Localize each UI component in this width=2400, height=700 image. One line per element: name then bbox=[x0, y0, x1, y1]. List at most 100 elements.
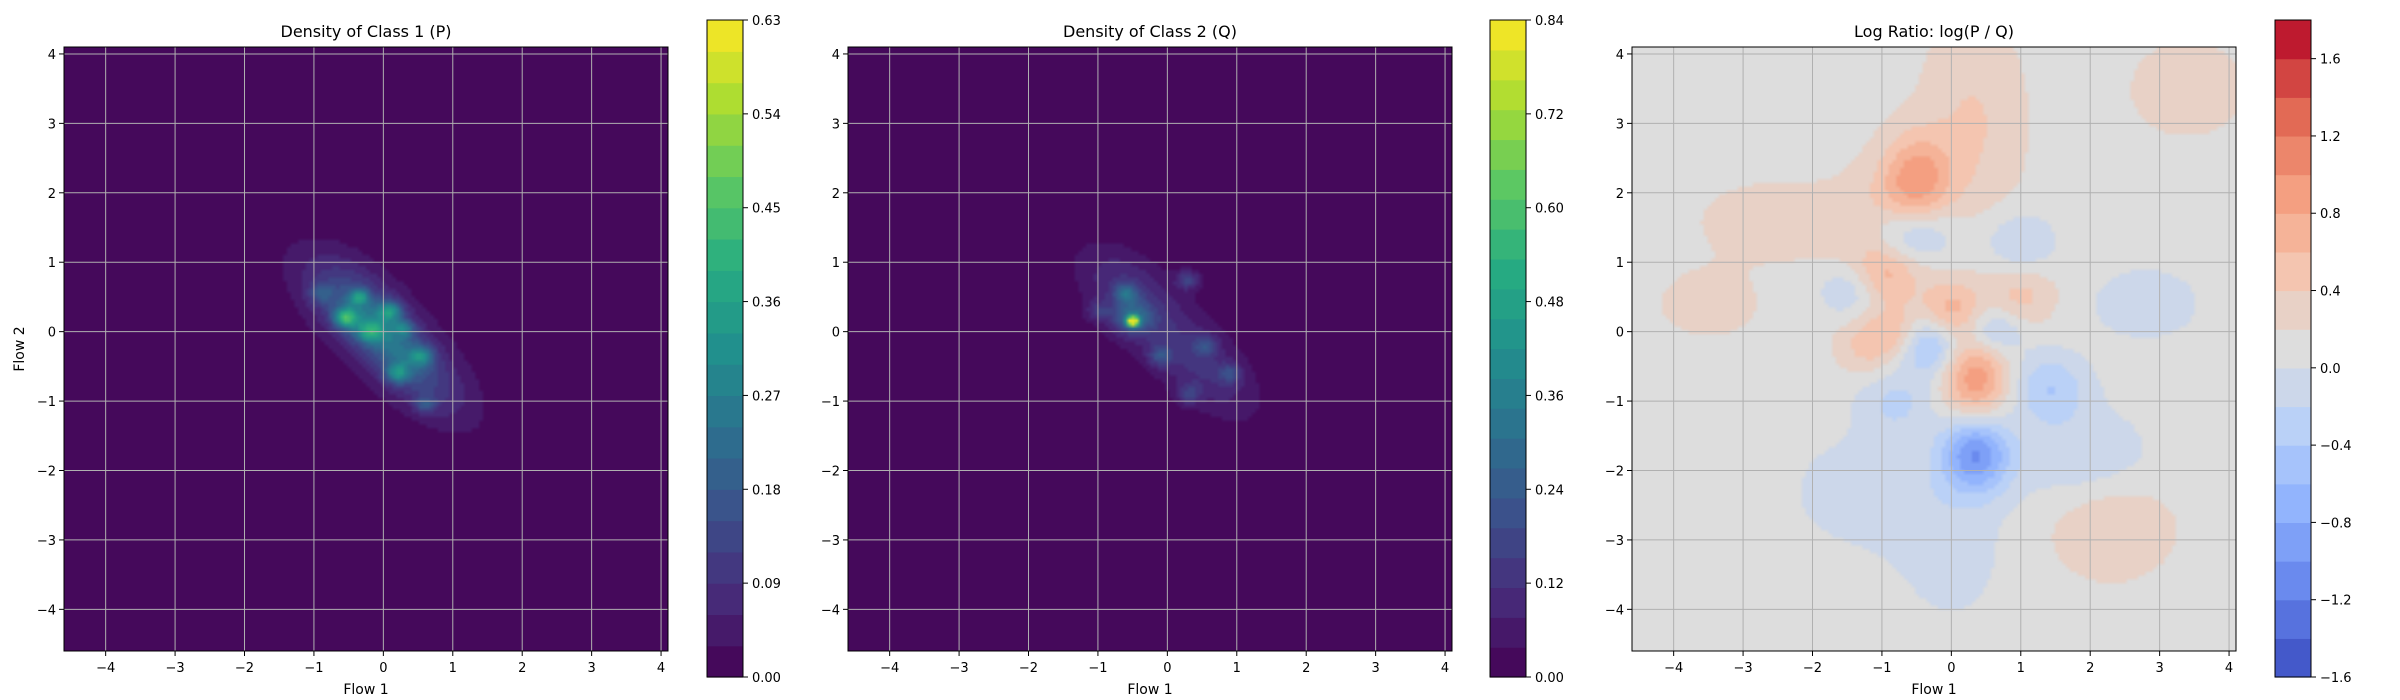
colorbar-level bbox=[2275, 58, 2311, 98]
axes-frame bbox=[1631, 46, 2237, 652]
colorbar: −1.6 −1.2 −0.8 −0.4 0.0 0.4 0.8 1.2 1.6 bbox=[2274, 19, 2352, 686]
colorbar-level bbox=[1490, 288, 1526, 320]
colorbar-level bbox=[707, 551, 743, 584]
axes-frame bbox=[63, 46, 669, 652]
x-tick-label: 4 bbox=[1441, 661, 1449, 676]
colorbar-tick-label: 0.54 bbox=[752, 108, 781, 123]
colorbar-level bbox=[1490, 647, 1526, 678]
density-raster bbox=[1632, 47, 2236, 651]
x-axis-label: Flow 1 bbox=[1127, 682, 1172, 698]
colorbar-level bbox=[707, 145, 743, 178]
y-tick-label: 1 bbox=[1616, 256, 1624, 271]
colorbar-level bbox=[1490, 527, 1526, 559]
x-tick-label: 0 bbox=[1163, 661, 1171, 676]
colorbar-level bbox=[2275, 251, 2311, 292]
colorbar-tick-label: 0.36 bbox=[752, 296, 781, 311]
x-tick-label: 3 bbox=[2155, 661, 2163, 676]
colorbar-level bbox=[707, 489, 743, 522]
colorbar-tick-label: 0.00 bbox=[1535, 671, 1564, 686]
x-tick-label: 4 bbox=[2225, 661, 2233, 676]
colorbar-level bbox=[707, 645, 743, 678]
colorbar-level bbox=[1490, 617, 1526, 648]
x-tick-label: 2 bbox=[518, 661, 526, 676]
colorbar-level bbox=[707, 520, 743, 553]
colorbar-tick-label: 0.00 bbox=[752, 671, 781, 686]
colorbar-level bbox=[1490, 557, 1526, 589]
x-tick-label: −1 bbox=[1088, 661, 1107, 676]
y-tick-label: 3 bbox=[48, 117, 56, 132]
y-tick-label: 0 bbox=[832, 326, 840, 341]
colorbar-frame bbox=[706, 19, 744, 678]
colorbar-tick-label: 0.8 bbox=[2320, 207, 2341, 222]
x-tick-label: 3 bbox=[1371, 661, 1379, 676]
x-tick-label: 0 bbox=[379, 661, 387, 676]
colorbar-level bbox=[707, 176, 743, 209]
x-tick-label: 3 bbox=[587, 661, 595, 676]
x-tick-label: 1 bbox=[449, 661, 457, 676]
colorbar-tick-label: 1.2 bbox=[2320, 130, 2341, 145]
colorbar-level bbox=[1490, 139, 1526, 170]
y-tick-label: 2 bbox=[832, 187, 840, 202]
x-tick-label: −3 bbox=[165, 661, 184, 676]
y-tick-label: 0 bbox=[1616, 326, 1624, 341]
colorbar-level bbox=[2275, 483, 2311, 524]
x-tick-label: −2 bbox=[235, 661, 254, 676]
y-tick-label: −4 bbox=[37, 603, 56, 618]
y-tick-label: 0 bbox=[48, 326, 56, 341]
colorbar-level bbox=[1490, 587, 1526, 618]
y-tick-label: 3 bbox=[832, 117, 840, 132]
panel-log-ratio: −4 −3 −2 −1 0 1 2 3 4 −4 −3 −2 −1 0 1 2 3 4 Log Ratio: log… bbox=[1605, 19, 2352, 698]
colorbar-level bbox=[2275, 329, 2311, 369]
colorbar-level bbox=[2275, 174, 2311, 214]
colorbar-level bbox=[707, 583, 743, 616]
colorbar-tick-label: 0.12 bbox=[1535, 577, 1564, 592]
colorbar-level bbox=[707, 426, 743, 459]
colorbar-level bbox=[1490, 258, 1526, 290]
colorbar-tick-label: 0.84 bbox=[1535, 14, 1564, 29]
colorbar-level bbox=[1490, 378, 1526, 409]
colorbar-level bbox=[2275, 135, 2311, 176]
colorbar-level bbox=[2275, 97, 2311, 137]
colorbar-level bbox=[707, 395, 743, 428]
chart-title: Density of Class 1 (P) bbox=[281, 22, 452, 41]
x-tick-label: 1 bbox=[2017, 661, 2025, 676]
colorbar-tick-label: 0.63 bbox=[752, 14, 781, 29]
colorbar-level bbox=[2275, 599, 2311, 639]
density-raster bbox=[64, 47, 668, 651]
colorbar-level bbox=[707, 614, 743, 647]
chart-title: Density of Class 2 (Q) bbox=[1063, 22, 1237, 41]
colorbar-tick-label: 0.24 bbox=[1535, 483, 1564, 498]
colorbar-level bbox=[707, 239, 743, 271]
x-tick-label: 1 bbox=[1233, 661, 1241, 676]
colorbar-tick-label: 0.4 bbox=[2320, 285, 2341, 300]
colorbar-level bbox=[707, 113, 743, 146]
y-tick-label: −3 bbox=[1605, 534, 1624, 549]
x-tick-label: −4 bbox=[880, 661, 899, 676]
colorbar-level bbox=[2275, 445, 2311, 485]
colorbar-tick-label: 0.0 bbox=[2320, 362, 2341, 377]
colorbar-tick-label: 0.18 bbox=[752, 483, 781, 498]
y-tick-label: 2 bbox=[1616, 187, 1624, 202]
colorbar-level bbox=[2275, 522, 2311, 562]
x-tick-label: 0 bbox=[1947, 661, 1955, 676]
y-axis-label: Flow 2 bbox=[12, 326, 28, 371]
colorbar-tick-label: −0.4 bbox=[2320, 439, 2352, 454]
x-tick-label: −1 bbox=[304, 661, 323, 676]
colorbar-tick-label: 0.27 bbox=[752, 389, 781, 404]
chart-title: Log Ratio: log(P / Q) bbox=[1854, 22, 2014, 41]
x-tick-label: −4 bbox=[96, 661, 115, 676]
y-tick-label: 4 bbox=[48, 48, 56, 63]
y-tick-label: 1 bbox=[832, 256, 840, 271]
panel-class2-density: −4 −3 −2 −1 0 1 2 3 4 −4 −3 −2 −1 0 1 2 3 4 Density of Cla… bbox=[821, 14, 1564, 698]
colorbar-level bbox=[2275, 20, 2311, 60]
y-tick-label: −3 bbox=[37, 534, 56, 549]
colorbar-level bbox=[707, 82, 743, 115]
colorbar-level bbox=[707, 364, 743, 397]
colorbar-level bbox=[1490, 169, 1526, 200]
panel-class1-density: −4 −3 −2 −1 0 1 2 3 4 −4 −3 −2 −1 0 1 2 3 4 Density of Cla… bbox=[12, 14, 781, 698]
x-tick-label: 2 bbox=[1302, 661, 1310, 676]
y-tick-label: −2 bbox=[1605, 464, 1624, 479]
y-tick-label: −2 bbox=[821, 464, 840, 479]
y-tick-label: 4 bbox=[832, 48, 840, 63]
